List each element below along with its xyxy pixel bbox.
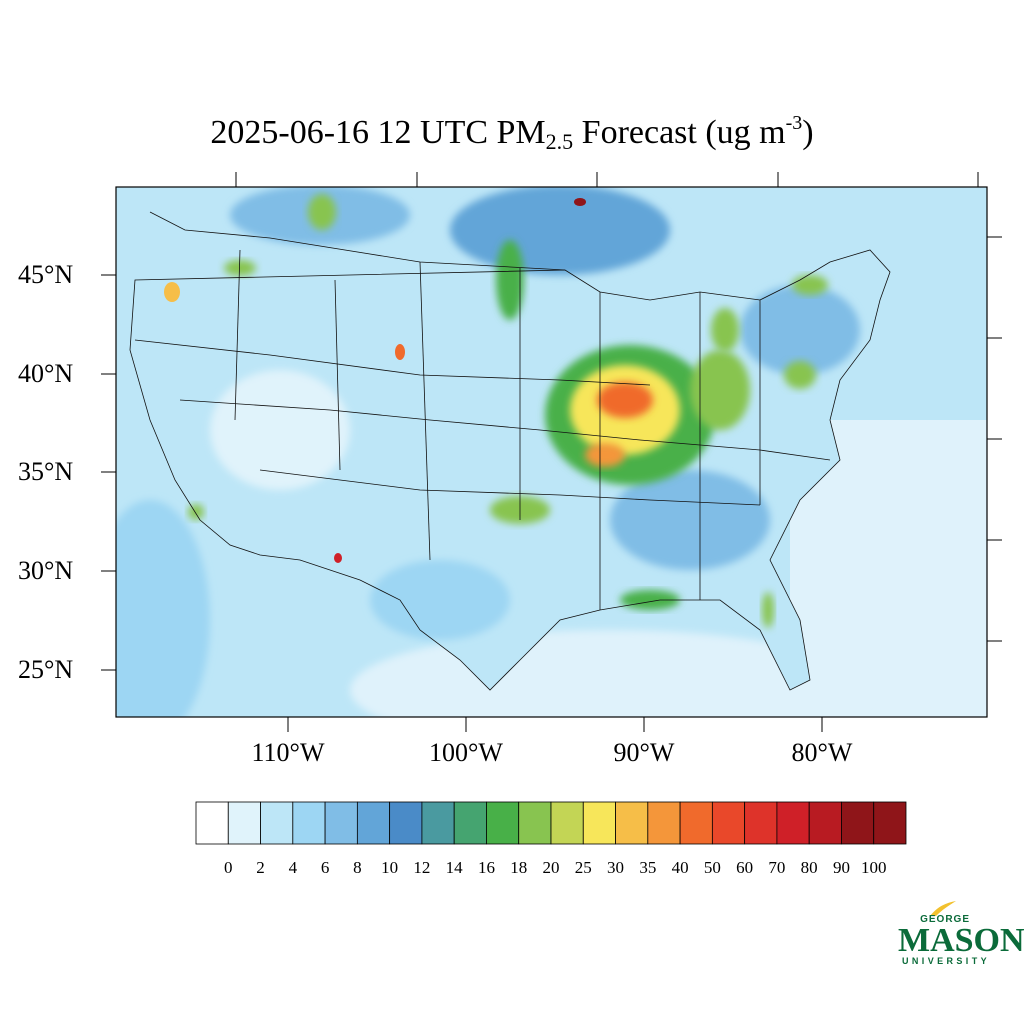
colorbar-tick-label: 40 bbox=[671, 858, 689, 877]
plume-montana-green bbox=[308, 194, 336, 230]
colorbar-tick-label: 70 bbox=[768, 858, 786, 877]
colorbar-tick-label: 8 bbox=[353, 858, 362, 877]
field-southeast bbox=[610, 470, 770, 570]
lat-label-45n: 45°N bbox=[18, 260, 74, 289]
colorbar-bin bbox=[421, 801, 455, 845]
logo-line-3: UNIVERSITY bbox=[902, 956, 991, 966]
colorbar-tick-label: 25 bbox=[574, 858, 592, 877]
state-boundaries bbox=[129, 211, 891, 691]
plume-arizona-green bbox=[188, 504, 204, 520]
colorbar-bin bbox=[486, 801, 520, 845]
colorbar-bin bbox=[711, 801, 746, 845]
map-ticks bbox=[101, 172, 1002, 732]
colorbar-tick-label: 12 bbox=[413, 858, 431, 877]
colorbar-tick-label: 20 bbox=[542, 858, 560, 877]
colorbar-tick-label: 0 bbox=[224, 858, 233, 877]
colorbar-bin bbox=[260, 801, 294, 845]
plume-nm-red bbox=[334, 553, 342, 563]
logo-flame-icon bbox=[930, 901, 956, 916]
plume-ontario-red bbox=[574, 198, 586, 206]
map-panel bbox=[101, 172, 1002, 732]
gmu-logo: GEORGE MASON UNIVERSITY bbox=[898, 900, 1024, 970]
colorbar-tick-label: 30 bbox=[607, 858, 625, 877]
colorbar-bin bbox=[582, 801, 616, 845]
lon-label-80w: 80°W bbox=[791, 738, 853, 767]
colorbar-tick-label: 6 bbox=[320, 858, 330, 877]
lon-label-90w: 90°W bbox=[613, 738, 675, 767]
colorbar-bin bbox=[389, 801, 423, 845]
colorbar-tick-label: 60 bbox=[736, 858, 754, 877]
lat-label-30n: 30°N bbox=[18, 556, 74, 585]
plume-dakota-green bbox=[496, 240, 524, 320]
colorbar-bin bbox=[324, 801, 358, 845]
pacific-pale bbox=[116, 500, 210, 717]
colorbar-bin bbox=[841, 801, 875, 845]
lat-label-40n: 40°N bbox=[18, 359, 74, 388]
field-texas bbox=[370, 560, 510, 640]
plume-midwest-orange bbox=[597, 382, 653, 418]
colorbar bbox=[195, 801, 907, 845]
map-title: 2025-06-16 12 UTC PM2.5 Forecast (ug m-3… bbox=[210, 112, 814, 154]
plume-colorado-orange bbox=[395, 344, 405, 360]
logo-line-1: GEORGE bbox=[920, 914, 970, 925]
colorbar-bin bbox=[744, 801, 778, 845]
colorbar-bin bbox=[453, 801, 487, 845]
plume-pa-green bbox=[784, 361, 816, 389]
colorbar-bin bbox=[518, 801, 552, 845]
plume-ohio-green bbox=[690, 350, 750, 430]
colorbar-tick-label: 50 bbox=[703, 858, 721, 877]
colorbar-tick-label: 2 bbox=[256, 858, 265, 877]
plume-michigan-green bbox=[711, 308, 739, 352]
colorbar-bin bbox=[615, 801, 649, 845]
plume-florida-green bbox=[762, 592, 774, 628]
plume-ne-green bbox=[792, 275, 828, 295]
colorbar-tick-label: 35 bbox=[639, 858, 657, 877]
lat-label-35n: 35°N bbox=[18, 457, 74, 486]
logo-line-2: MASON bbox=[898, 922, 1024, 959]
colorbar-tick-label: 10 bbox=[381, 858, 399, 877]
colorbar-tick-label: 14 bbox=[445, 858, 463, 877]
colorbar-bin bbox=[647, 801, 681, 845]
field-great-basin bbox=[210, 370, 350, 490]
colorbar-tick-label: 90 bbox=[832, 858, 850, 877]
colorbar-tick-label: 80 bbox=[800, 858, 818, 877]
colorbar-bin bbox=[808, 801, 842, 845]
lon-label-110w: 110°W bbox=[251, 738, 325, 767]
lon-label-100w: 100°W bbox=[429, 738, 503, 767]
plume-gulf-green bbox=[620, 590, 680, 610]
field-north-plains bbox=[450, 187, 670, 275]
colorbar-bin bbox=[679, 801, 713, 845]
plume-missouri-orange bbox=[585, 443, 625, 467]
lat-label-25n: 25°N bbox=[18, 655, 74, 684]
plume-oregon-yellow bbox=[164, 282, 180, 302]
colorbar-bin bbox=[292, 801, 326, 845]
colorbar-tick-label: 4 bbox=[288, 858, 298, 877]
field-northeast bbox=[740, 285, 860, 375]
colorbar-bin bbox=[550, 801, 584, 845]
colorbar-bin bbox=[356, 801, 391, 845]
colorbar-bin bbox=[873, 801, 907, 845]
colorbar-tick-label: 100 bbox=[860, 858, 887, 877]
colorbar-bin bbox=[195, 801, 229, 845]
map-frame bbox=[115, 186, 988, 718]
colorbar-tick-label: 18 bbox=[510, 858, 528, 877]
colorbar-bin bbox=[227, 801, 261, 845]
plume-idaho-green bbox=[224, 260, 256, 276]
colorbar-tick-label: 16 bbox=[477, 858, 495, 877]
colorbar-bin bbox=[776, 801, 810, 845]
